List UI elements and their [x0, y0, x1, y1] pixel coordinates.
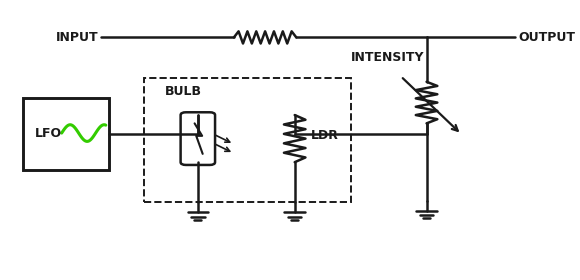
- Text: INTENSITY: INTENSITY: [350, 51, 424, 64]
- Text: LFO: LFO: [35, 127, 62, 139]
- Text: OUTPUT: OUTPUT: [518, 31, 575, 44]
- Bar: [144, 78, 351, 202]
- Text: BULB: BULB: [165, 85, 201, 97]
- Text: LDR: LDR: [311, 129, 339, 142]
- Text: INPUT: INPUT: [56, 31, 98, 44]
- Bar: [23, 98, 109, 171]
